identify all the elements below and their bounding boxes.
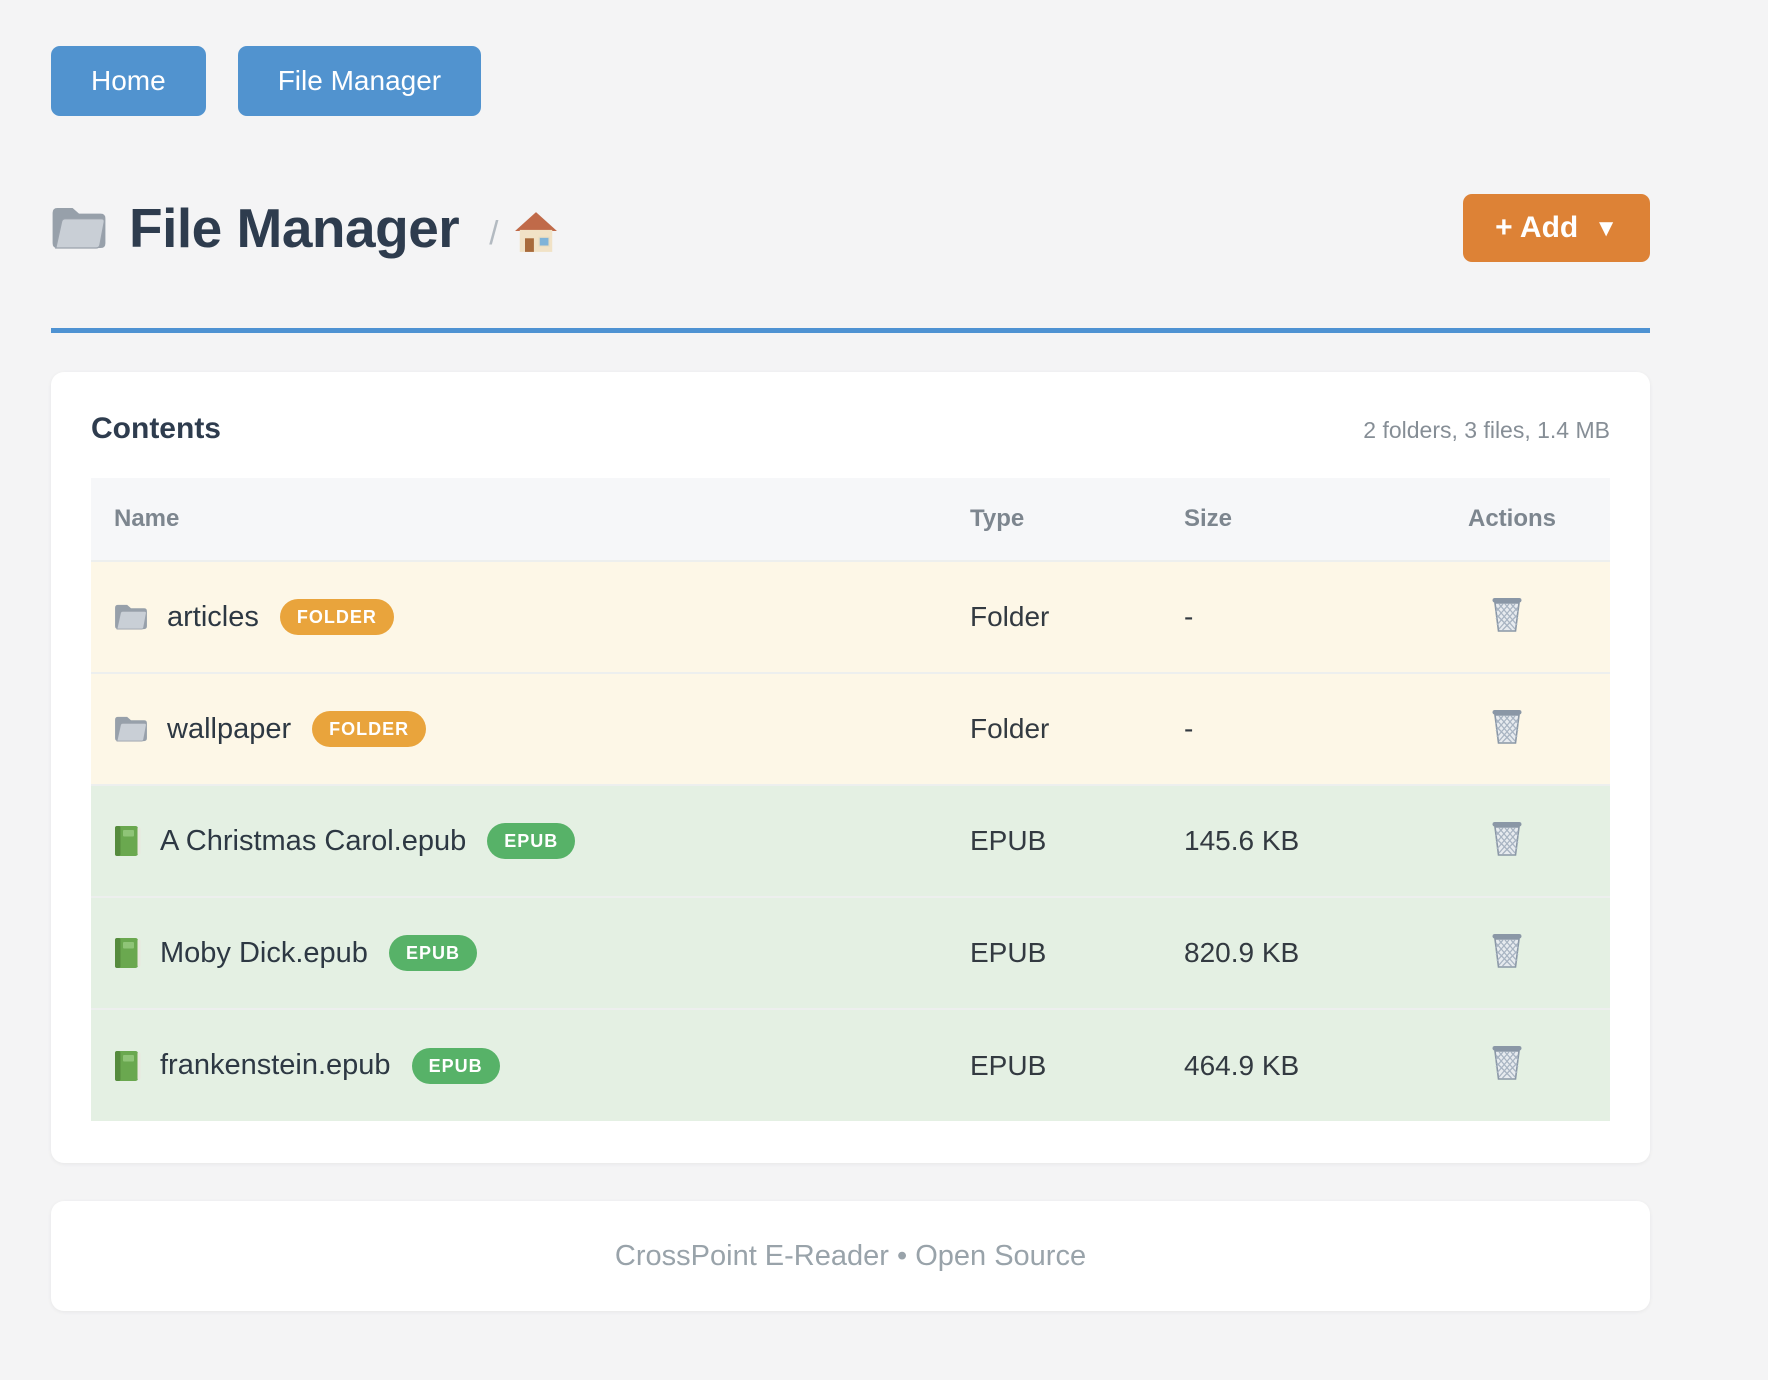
table-row: A Christmas Carol.epub EPUB EPUB 145.6 K…	[91, 785, 1610, 897]
add-button[interactable]: + Add ▼	[1463, 194, 1650, 262]
folder-icon	[51, 207, 107, 249]
file-name-link[interactable]: A Christmas Carol.epub EPUB	[91, 823, 970, 859]
folder-badge: FOLDER	[279, 599, 394, 635]
file-size: 820.9 KB	[1184, 937, 1300, 968]
home-nav-button[interactable]: Home	[51, 46, 206, 116]
folder-icon	[114, 716, 148, 742]
file-type: EPUB	[970, 825, 1047, 856]
file-size: 464.9 KB	[1184, 1049, 1300, 1081]
delete-button[interactable]	[1489, 595, 1525, 633]
file-table: Name Type Size Actions articles FOLDER F…	[91, 478, 1610, 1121]
caret-down-icon: ▼	[1594, 215, 1618, 242]
home-icon[interactable]	[514, 211, 558, 253]
table-row: Moby Dick.epub EPUB EPUB 820.9 KB	[91, 897, 1610, 1009]
epub-badge: EPUB	[388, 935, 477, 971]
header-divider	[51, 328, 1650, 333]
file-type: Folder	[970, 713, 1050, 744]
table-row: articles FOLDER Folder -	[91, 561, 1610, 673]
file-name: Moby Dick.epub	[160, 936, 368, 969]
trash-icon	[1491, 596, 1523, 632]
file-name-link[interactable]: wallpaper FOLDER	[91, 711, 970, 747]
book-icon	[115, 826, 141, 856]
file-type: EPUB	[970, 1049, 1047, 1081]
folder-icon	[114, 604, 148, 630]
trash-icon	[1491, 708, 1523, 744]
delete-button[interactable]	[1489, 819, 1525, 857]
add-button-label: + Add	[1495, 211, 1579, 244]
book-icon	[115, 938, 141, 968]
table-row: wallpaper FOLDER Folder -	[91, 673, 1610, 785]
file-name-link[interactable]: Moby Dick.epub EPUB	[91, 935, 970, 971]
page-header: File Manager / + Add ▼	[51, 186, 1650, 270]
folder-badge: FOLDER	[312, 711, 427, 747]
trash-icon	[1491, 1045, 1523, 1080]
file-type: Folder	[970, 601, 1050, 632]
file-manager-nav-button[interactable]: File Manager	[237, 46, 482, 116]
trash-icon	[1491, 932, 1523, 968]
contents-card-header: Contents 2 folders, 3 files, 1.4 MB	[91, 412, 1610, 446]
file-name-link[interactable]: articles FOLDER	[91, 599, 970, 635]
file-name: frankenstein.epub	[160, 1049, 391, 1081]
column-header-name: Name	[114, 505, 180, 532]
table-row: frankenstein.epub EPUB EPUB 464.9 KB	[91, 1009, 1610, 1121]
table-header-row: Name Type Size Actions	[91, 478, 1610, 561]
contents-card: Contents 2 folders, 3 files, 1.4 MB Name…	[51, 372, 1650, 1163]
delete-button[interactable]	[1489, 707, 1525, 745]
file-name-link[interactable]: frankenstein.epub EPUB	[91, 1047, 970, 1084]
trash-icon	[1491, 820, 1523, 856]
file-size: -	[1184, 601, 1194, 632]
column-header-actions: Actions	[1468, 505, 1557, 532]
top-nav: Home File Manager	[51, 0, 1650, 116]
epub-badge: EPUB	[487, 823, 576, 859]
page-title: File Manager	[129, 197, 460, 259]
file-size: -	[1184, 713, 1194, 744]
contents-summary: 2 folders, 3 files, 1.4 MB	[1363, 417, 1610, 443]
column-header-size: Size	[1184, 505, 1233, 532]
delete-button[interactable]	[1489, 1043, 1525, 1081]
epub-badge: EPUB	[411, 1047, 500, 1084]
footer-text: CrossPoint E-Reader • Open Source	[614, 1239, 1087, 1272]
file-size: 145.6 KB	[1184, 825, 1300, 856]
delete-button[interactable]	[1489, 931, 1525, 969]
book-icon	[115, 1050, 141, 1081]
breadcrumb-separator: /	[489, 214, 499, 251]
contents-title: Contents	[91, 412, 221, 445]
file-name: A Christmas Carol.epub	[160, 824, 467, 857]
footer: CrossPoint E-Reader • Open Source	[51, 1201, 1650, 1311]
file-name: articles	[167, 600, 259, 633]
file-name: wallpaper	[167, 712, 292, 745]
column-header-type: Type	[970, 505, 1025, 532]
file-manager-page: Home File Manager File Manager / + Add ▼…	[51, 0, 1650, 1311]
file-type: EPUB	[970, 937, 1047, 968]
